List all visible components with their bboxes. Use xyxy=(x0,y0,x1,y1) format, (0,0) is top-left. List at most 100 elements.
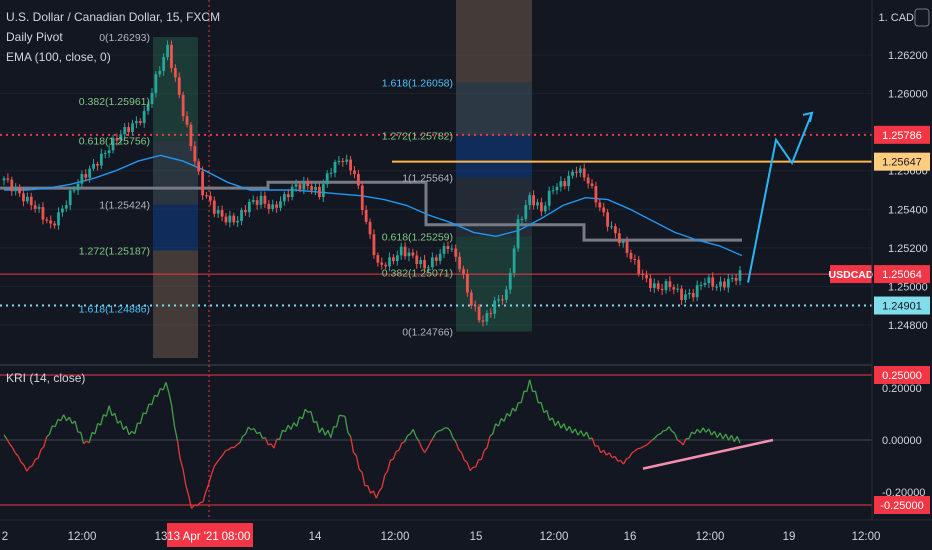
oscillator-segment xyxy=(538,401,542,404)
candle-body xyxy=(115,138,119,141)
oscillator-segment xyxy=(264,437,269,446)
symbol-title[interactable]: U.S. Dollar / Canadian Dollar, 15, FXCM xyxy=(6,10,221,24)
oscillator-level-tag[interactable] xyxy=(874,496,930,514)
oscillator-segment xyxy=(225,449,229,452)
candle-body xyxy=(610,226,613,228)
oscillator-segment xyxy=(270,443,275,449)
price-axis[interactable] xyxy=(872,0,932,520)
price-tag-label: 1.24901 xyxy=(882,301,922,313)
oscillator-segment xyxy=(458,449,462,453)
currency-box-icon[interactable] xyxy=(914,8,930,27)
oscillator-level-tag-label: -0.25000 xyxy=(880,500,923,512)
candle-body xyxy=(131,123,134,132)
oscillator-segment xyxy=(65,416,70,422)
candle-body xyxy=(578,168,582,173)
ema-line[interactable] xyxy=(4,154,743,257)
time-axis[interactable] xyxy=(0,521,932,550)
oscillator-segment xyxy=(554,420,559,427)
candle-body xyxy=(719,281,722,287)
oscillator-level-tag[interactable] xyxy=(874,366,930,384)
price-tag[interactable] xyxy=(874,125,930,144)
oscillator-segment xyxy=(551,417,556,427)
candle-body xyxy=(68,190,72,206)
oscillator-segment xyxy=(540,402,545,413)
oscillator-segment xyxy=(324,429,329,436)
candle-body xyxy=(142,110,146,123)
oscillator-tick-label: 0.20000 xyxy=(882,383,922,395)
pivot-step-line[interactable] xyxy=(0,180,742,242)
candle-body xyxy=(321,184,325,198)
candle-body xyxy=(617,233,621,244)
fib-level-label: 1.618(1.24886) xyxy=(79,303,150,315)
candle-body xyxy=(247,201,251,213)
candle-body xyxy=(216,210,220,214)
candle-body xyxy=(364,209,368,222)
oscillator-segment xyxy=(682,438,687,446)
oscillator-segment xyxy=(35,457,39,460)
time-tick-label: 16 xyxy=(624,531,637,543)
oscillator-segment xyxy=(665,426,670,431)
price-tag[interactable] xyxy=(874,152,930,171)
candle-body xyxy=(395,255,399,262)
oscillator-segment xyxy=(52,425,56,428)
oscillator-segment xyxy=(620,460,625,465)
oscillator-label[interactable]: KRI (14, close) xyxy=(6,371,86,385)
oscillator-segment xyxy=(591,437,596,447)
oscillator-segment xyxy=(475,459,480,468)
crosshair-time-tag xyxy=(167,523,253,547)
oscillator-segment xyxy=(381,474,386,488)
candle-body xyxy=(454,248,458,257)
oscillator-segment xyxy=(713,430,718,438)
oscillator-segment xyxy=(392,451,397,460)
candle-body xyxy=(158,70,162,75)
time-tick-label: 12:00 xyxy=(696,531,725,543)
candle-body xyxy=(664,281,668,291)
candle-body xyxy=(649,278,652,289)
candle-body xyxy=(2,178,6,181)
oscillator-segment xyxy=(546,410,551,421)
candle-body xyxy=(92,163,95,169)
candle-body xyxy=(547,190,551,206)
oscillator-trendline[interactable] xyxy=(642,438,774,470)
oscillator-segment xyxy=(526,379,531,392)
price-tag[interactable] xyxy=(874,296,930,315)
candle-body xyxy=(590,183,594,187)
indicator-pivot-label[interactable]: Daily Pivot xyxy=(6,30,63,44)
candle-body xyxy=(684,294,687,300)
candle-body xyxy=(123,127,127,135)
candle-body xyxy=(508,272,512,290)
candle-body xyxy=(251,200,255,202)
candle-body xyxy=(107,150,111,154)
candle-body xyxy=(18,187,21,194)
fib-zone-band xyxy=(153,250,198,309)
oscillator-segment xyxy=(279,429,284,440)
candle-body xyxy=(407,252,411,257)
candle-body xyxy=(376,255,380,263)
candle-body xyxy=(539,202,543,212)
candle-body xyxy=(240,210,243,221)
last-price-tag[interactable] xyxy=(874,265,930,284)
oscillator-segment xyxy=(125,425,130,435)
oscillator-segment xyxy=(597,445,602,454)
oscillator-segment xyxy=(702,427,707,433)
oscillator-segment xyxy=(40,446,45,451)
candle-body xyxy=(290,186,294,198)
indicator-ema-label[interactable]: EMA (100, close, 0) xyxy=(6,50,111,64)
oscillator-segment xyxy=(88,432,93,443)
oscillator-segment xyxy=(722,433,727,440)
oscillator-segment xyxy=(730,434,735,442)
oscillator-segment xyxy=(446,427,451,432)
projection-path[interactable] xyxy=(747,112,813,283)
oscillator-segment xyxy=(421,447,426,453)
oscillator-segment xyxy=(654,434,659,439)
oscillator-segment xyxy=(674,432,679,441)
candle-body xyxy=(353,170,356,174)
oscillator-segment xyxy=(210,465,215,475)
oscillator-segment xyxy=(63,414,68,422)
oscillator-segment xyxy=(60,414,65,421)
symbol-tag[interactable] xyxy=(830,265,872,284)
oscillator-segment xyxy=(677,439,681,443)
oscillator-segment xyxy=(668,426,673,432)
oscillator-segment xyxy=(529,379,534,392)
